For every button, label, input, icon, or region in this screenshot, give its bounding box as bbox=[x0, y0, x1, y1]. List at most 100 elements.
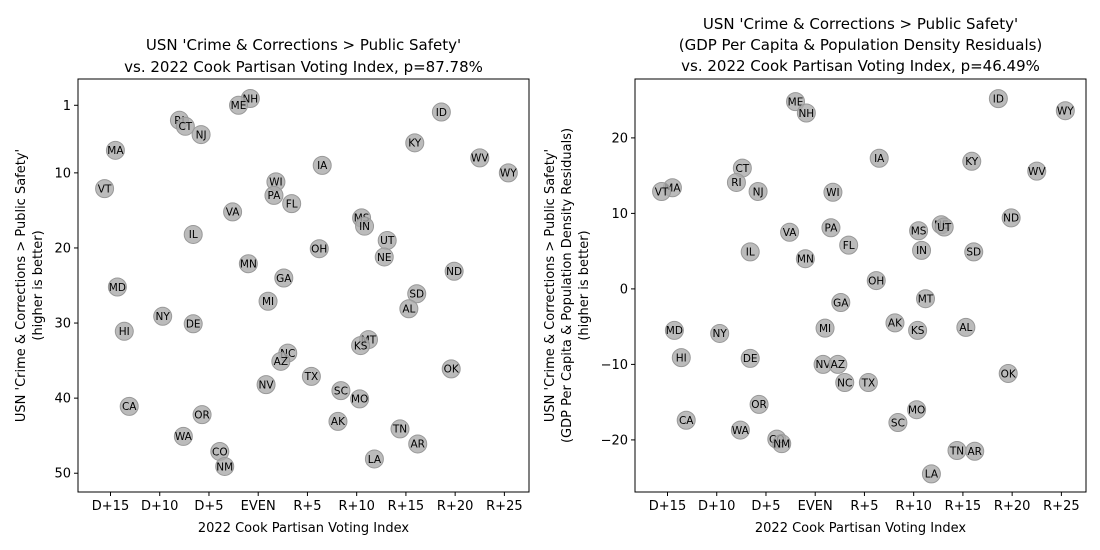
data-point-wv bbox=[1027, 161, 1047, 181]
data-point-wy bbox=[498, 163, 518, 183]
x-tick-label: D+15 bbox=[92, 499, 129, 514]
data-label-nc: NC bbox=[837, 377, 852, 389]
data-label-ga: GA bbox=[833, 297, 849, 309]
data-label-me: ME bbox=[788, 96, 804, 108]
data-point-ak bbox=[885, 313, 905, 333]
data-point-ak bbox=[328, 411, 348, 431]
x-tick-label: D+5 bbox=[751, 499, 780, 514]
data-point-in bbox=[355, 216, 375, 236]
data-point-oh bbox=[866, 271, 886, 291]
data-label-tn: TN bbox=[392, 424, 407, 436]
x-tick-label: R+15 bbox=[388, 499, 424, 514]
data-label-wi: WI bbox=[826, 187, 839, 199]
y-axis-label-line: (higher is better) bbox=[577, 230, 592, 340]
data-point-va bbox=[223, 202, 243, 222]
data-label-wa: WA bbox=[732, 425, 750, 437]
data-label-ok: OK bbox=[1001, 368, 1017, 380]
data-label-co: CO bbox=[212, 446, 228, 458]
data-point-wv bbox=[470, 148, 490, 168]
data-label-ky: KY bbox=[965, 156, 979, 168]
data-label-ct: CT bbox=[178, 121, 192, 133]
data-point-ga bbox=[831, 292, 851, 312]
data-label-al: AL bbox=[959, 322, 972, 334]
data-label-de: DE bbox=[743, 353, 758, 365]
data-label-oh: OH bbox=[868, 275, 884, 287]
data-point-ar bbox=[965, 441, 985, 461]
data-label-ri: RI bbox=[731, 177, 741, 189]
data-label-mi: MI bbox=[819, 323, 831, 335]
data-label-mo: MO bbox=[351, 394, 368, 406]
y-tick-label: −20 bbox=[601, 433, 628, 448]
y-axis-label-line: (higher is better) bbox=[31, 230, 46, 340]
data-label-ok: OK bbox=[444, 364, 460, 376]
data-label-vt: VT bbox=[655, 186, 669, 198]
data-label-nm: NM bbox=[773, 438, 790, 450]
data-point-tx bbox=[858, 373, 878, 393]
data-label-ms: MS bbox=[911, 226, 927, 238]
data-points: NHMEIDRICTNJKYMAWVIAWYWIVTPAFLVAMSINILUT… bbox=[95, 89, 518, 476]
chart-title-line: vs. 2022 Cook Partisan Voting Index, p=8… bbox=[124, 58, 483, 76]
data-label-hi: HI bbox=[676, 352, 687, 364]
data-label-la: LA bbox=[925, 469, 939, 481]
data-label-id: ID bbox=[436, 107, 447, 119]
data-point-ok bbox=[998, 363, 1018, 383]
data-point-la bbox=[921, 464, 941, 484]
y-tick-label: 1 bbox=[63, 99, 71, 114]
data-label-wv: WV bbox=[1028, 166, 1046, 178]
data-point-id bbox=[431, 102, 451, 122]
data-label-md: MD bbox=[666, 325, 683, 337]
data-point-mt bbox=[915, 289, 935, 309]
data-label-fl: FL bbox=[286, 198, 298, 210]
x-tick-label: D+10 bbox=[141, 499, 178, 514]
data-label-va: VA bbox=[783, 227, 798, 239]
data-label-mn: MN bbox=[240, 259, 257, 271]
data-label-mi: MI bbox=[262, 296, 274, 308]
data-point-il bbox=[740, 242, 760, 262]
data-point-ms bbox=[909, 221, 929, 241]
data-label-pa: PA bbox=[825, 223, 839, 235]
data-label-az: AZ bbox=[831, 359, 845, 371]
x-tick-label: R+20 bbox=[994, 499, 1030, 514]
x-tick-label: R+5 bbox=[850, 499, 878, 514]
data-label-ma: MA bbox=[107, 145, 124, 157]
data-label-az: AZ bbox=[274, 356, 288, 368]
data-label-il: IL bbox=[189, 229, 198, 241]
data-label-wv: WV bbox=[471, 153, 489, 165]
y-tick-label: 10 bbox=[611, 207, 628, 222]
data-point-nj bbox=[191, 125, 211, 145]
data-label-nj: NJ bbox=[196, 129, 207, 141]
x-tick-label: R+5 bbox=[293, 499, 321, 514]
data-label-de: DE bbox=[186, 319, 201, 331]
data-label-fl: FL bbox=[843, 240, 855, 252]
data-point-sc bbox=[331, 381, 351, 401]
x-tick-label: EVEN bbox=[241, 499, 276, 514]
x-tick-label: R+25 bbox=[486, 499, 522, 514]
data-point-nm bbox=[772, 434, 792, 454]
data-label-ak: AK bbox=[888, 318, 903, 330]
data-point-tn bbox=[390, 419, 410, 439]
y-tick-label: 20 bbox=[54, 241, 71, 256]
data-label-in: IN bbox=[916, 245, 927, 257]
data-label-sd: SD bbox=[409, 289, 424, 301]
data-point-ia bbox=[869, 148, 889, 168]
data-label-ia: IA bbox=[874, 153, 885, 165]
data-point-sc bbox=[888, 413, 908, 433]
data-label-md: MD bbox=[109, 282, 126, 294]
data-label-or: OR bbox=[751, 399, 767, 411]
chart-panel-1: USN 'Crime & Corrections > Public Safety… bbox=[14, 36, 530, 536]
x-axis-label: 2022 Cook Partisan Voting Index bbox=[198, 521, 410, 536]
data-label-ca: CA bbox=[679, 415, 694, 427]
data-label-ut: UT bbox=[937, 222, 952, 234]
y-tick-label: 0 bbox=[620, 282, 628, 297]
data-label-nm: NM bbox=[216, 461, 233, 473]
data-label-in: IN bbox=[359, 221, 370, 233]
data-point-ny bbox=[710, 323, 730, 343]
data-label-ca: CA bbox=[122, 401, 137, 413]
data-point-de bbox=[183, 314, 203, 334]
x-tick-label: D+5 bbox=[194, 499, 223, 514]
data-label-or: OR bbox=[194, 409, 210, 421]
x-tick-label: R+10 bbox=[338, 499, 374, 514]
x-tick-label: R+15 bbox=[945, 499, 981, 514]
data-point-mi bbox=[258, 291, 278, 311]
